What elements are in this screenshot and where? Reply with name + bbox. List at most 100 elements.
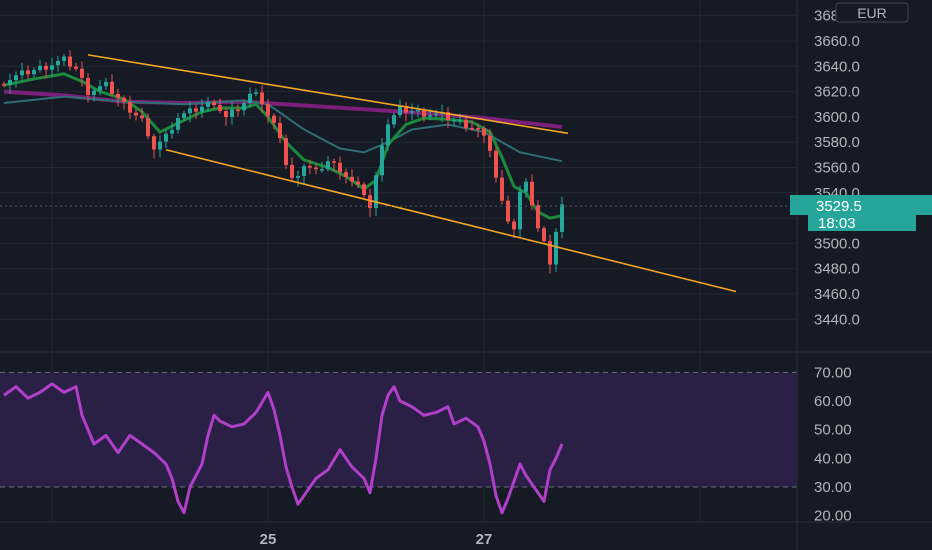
candle-body <box>158 141 162 150</box>
candle-body <box>506 200 510 222</box>
rsi-axis[interactable]: 70.00 60.00 50.00 40.00 30.00 20.00 <box>814 364 852 524</box>
candle-body <box>332 161 336 163</box>
candle-body <box>122 97 126 102</box>
candle-body <box>320 169 324 171</box>
candle-body <box>134 112 138 116</box>
candle-body <box>152 136 156 150</box>
candle-body <box>410 111 414 113</box>
candle-body <box>26 70 30 75</box>
countdown-label: 18:03 <box>818 215 856 232</box>
candle-body <box>374 175 378 208</box>
candle-body <box>242 102 246 111</box>
price-tick-label: 3500.0 <box>814 235 860 252</box>
candle-body <box>254 92 258 94</box>
price-tick-label: 3480.0 <box>814 261 860 278</box>
candle-body <box>542 228 546 242</box>
candle-body <box>80 68 84 78</box>
candle-body <box>128 101 132 113</box>
candlesticks <box>2 50 564 274</box>
candle-body <box>110 81 114 94</box>
currency-badge[interactable] <box>835 2 909 23</box>
countdown-badge <box>808 214 916 231</box>
rsi-band-fill <box>0 372 797 487</box>
candle-body <box>200 106 204 112</box>
candle-body <box>140 115 144 119</box>
candle-body <box>470 127 474 130</box>
candle-body <box>386 124 390 146</box>
candle-body <box>416 109 420 112</box>
grid-lines <box>0 0 797 522</box>
last-price-label: 3529.5 <box>816 198 862 215</box>
candle-body <box>434 113 438 116</box>
candle-body <box>512 221 516 230</box>
candle-body <box>116 93 120 98</box>
candle-body <box>326 161 330 170</box>
candle-body <box>518 191 522 230</box>
rsi-series-line <box>3 382 564 515</box>
candle-body <box>488 135 492 151</box>
time-tick-label: 27 <box>476 531 493 548</box>
candle-body <box>530 181 534 206</box>
candle-body <box>50 65 54 70</box>
candle-body <box>176 118 180 130</box>
candle-body <box>188 108 192 114</box>
candle-body <box>62 56 66 61</box>
candle-body <box>560 204 564 232</box>
candle-body <box>446 112 450 121</box>
candle-body <box>548 241 552 265</box>
candle-body <box>104 81 108 87</box>
candle-body <box>428 115 432 117</box>
trendlines[interactable] <box>87 54 737 293</box>
rsi-line <box>3 382 564 515</box>
candle-body <box>146 118 150 137</box>
candle-body <box>98 86 102 91</box>
candle-body <box>368 195 372 208</box>
candle-body <box>458 119 462 122</box>
rsi-tick-label: 60.00 <box>814 393 852 410</box>
price-tick-label: 3560.0 <box>814 160 860 177</box>
candle-body <box>206 101 210 107</box>
upper-trendline[interactable] <box>87 54 569 135</box>
candle-body <box>212 101 216 106</box>
candle-body <box>464 119 468 128</box>
candle-body <box>380 145 384 176</box>
currency-label: EUR <box>857 5 887 21</box>
candle-body <box>248 93 252 103</box>
rsi-tick-label: 40.00 <box>814 450 852 467</box>
ma-fast-line <box>3 72 563 220</box>
candle-body <box>56 60 60 66</box>
candle-body <box>182 113 186 119</box>
candle-body <box>260 92 264 105</box>
candle-body <box>272 115 276 123</box>
candle-body <box>194 108 198 112</box>
candle-body <box>284 138 288 165</box>
price-tick-label: 3600.0 <box>814 109 860 126</box>
candle-body <box>92 90 96 95</box>
price-tick-label: 3460.0 <box>814 286 860 303</box>
candle-body <box>296 175 300 178</box>
candle-body <box>452 119 456 122</box>
candle-body <box>20 70 24 76</box>
lower-trendline[interactable] <box>165 149 737 293</box>
candle-body <box>38 65 42 71</box>
candle-body <box>302 166 306 176</box>
candle-body <box>476 128 480 130</box>
candle-body <box>392 115 396 125</box>
price-tick-label: 3660.0 <box>814 33 860 50</box>
candle-body <box>230 109 234 118</box>
price-tick-label: 3580.0 <box>814 134 860 151</box>
candle-body <box>356 181 360 185</box>
candle-body <box>398 105 402 116</box>
candle-body <box>86 77 90 95</box>
candle-body <box>164 133 168 142</box>
candle-body <box>170 129 174 134</box>
last-price-badge[interactable] <box>790 195 932 215</box>
rsi-tick-label: 30.00 <box>814 479 852 496</box>
rsi-tick-label: 50.00 <box>814 422 852 439</box>
candle-body <box>344 172 348 177</box>
time-axis[interactable]: 25 27 <box>260 531 493 548</box>
candle-body <box>554 231 558 265</box>
candle-body <box>68 56 72 67</box>
price-tick-label: 3640.0 <box>814 58 860 75</box>
